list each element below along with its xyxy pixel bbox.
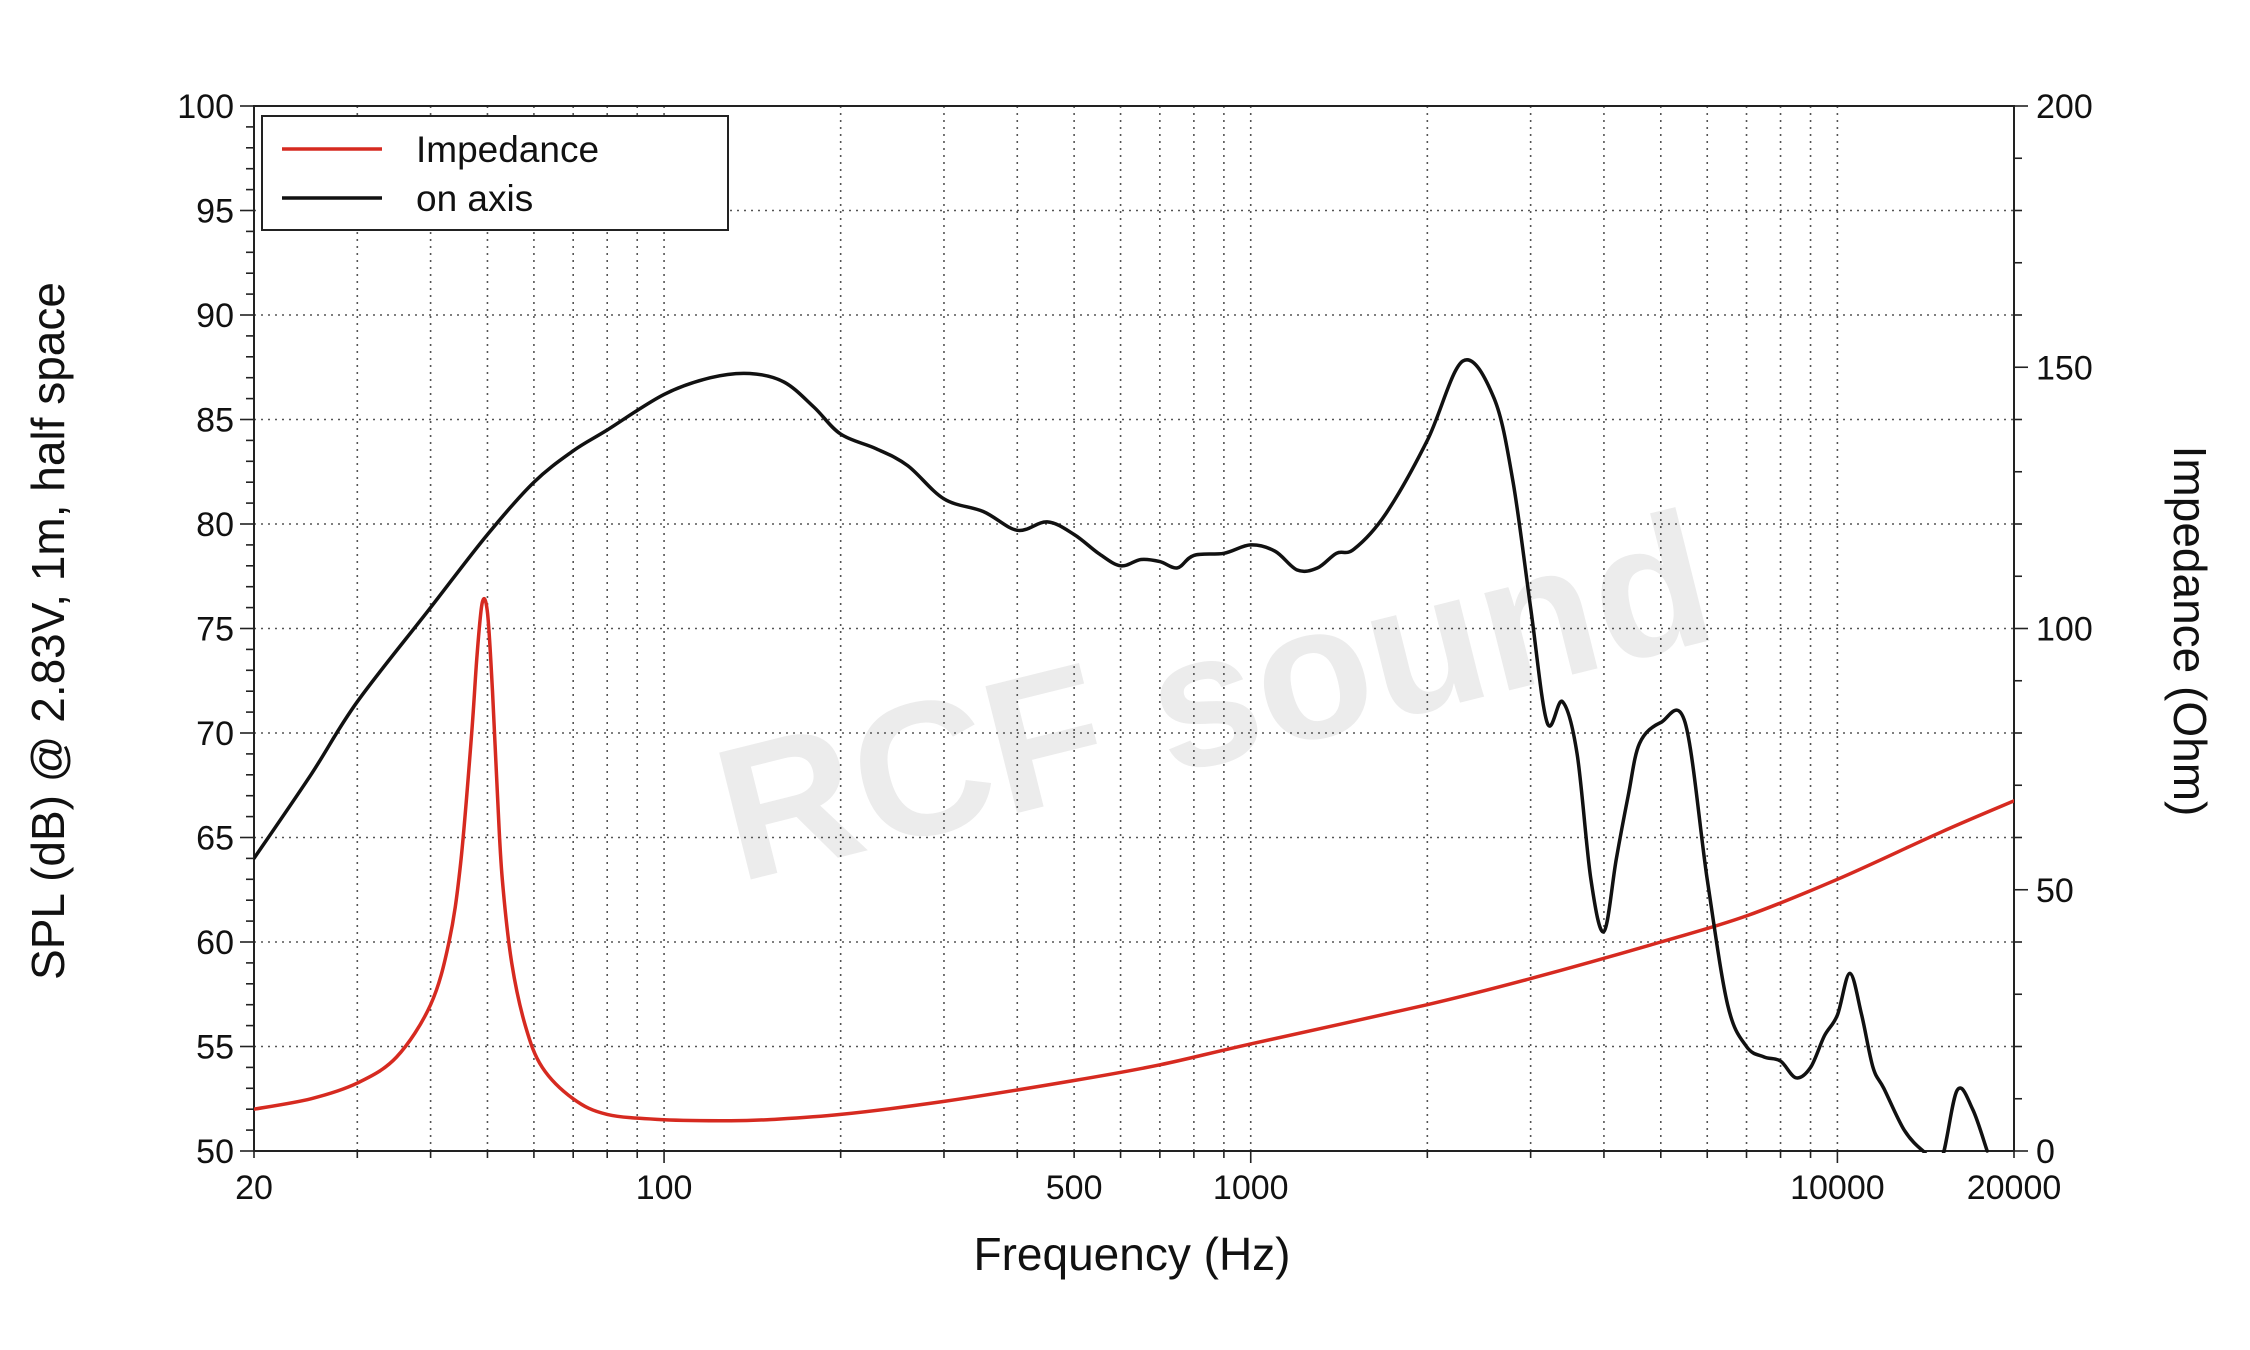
y-tick-label: 65 (196, 820, 234, 858)
legend-label-impedance: Impedance (416, 129, 599, 170)
watermark-logo: RCF sound (697, 472, 1731, 923)
x-tick-label: 20 (235, 1169, 273, 1207)
y-tick-label: 50 (196, 1133, 234, 1171)
x-tick-label: 10000 (1790, 1169, 1885, 1207)
y-tick-label: 70 (196, 715, 234, 753)
x-tick-label: 500 (1046, 1169, 1103, 1207)
y-tick-label: 55 (196, 1029, 234, 1067)
series-line-on-axis (254, 358, 1989, 1153)
legend-box (261, 115, 729, 231)
y-tick-label: 75 (196, 611, 234, 649)
x-axis-title: Frequency (Hz) (974, 1228, 1291, 1280)
y2-axis-title: Impedance (Ohm) (2164, 446, 2216, 817)
y-tick-label: 95 (196, 193, 234, 231)
y-tick-label: 100 (177, 88, 234, 126)
y2-tick-label: 50 (2036, 872, 2074, 910)
y-tick-label: 90 (196, 297, 234, 335)
plot-frame (253, 105, 2015, 1152)
y2-tick-label: 0 (2036, 1133, 2055, 1171)
legend: Impedance on axis (261, 115, 729, 231)
x-tick-label: 1000 (1213, 1169, 1289, 1207)
y2-tick-label: 100 (2036, 611, 2093, 649)
y-tick-label: 85 (196, 402, 234, 440)
y2-tick-label: 200 (2036, 88, 2093, 126)
y-tick-label: 60 (196, 924, 234, 962)
series-line-impedance (254, 596, 2014, 1123)
series-layer (254, 358, 2014, 1153)
y-axis-title: SPL (dB) @ 2.83V, 1m, half space (22, 282, 74, 980)
y-tick-label: 80 (196, 506, 234, 544)
legend-label-on-axis: on axis (416, 178, 533, 219)
y2-tick-label: 150 (2036, 349, 2093, 387)
axis-ticks (240, 105, 2028, 1163)
x-tick-label: 100 (636, 1169, 693, 1207)
x-tick-label: 20000 (1967, 1169, 2062, 1207)
